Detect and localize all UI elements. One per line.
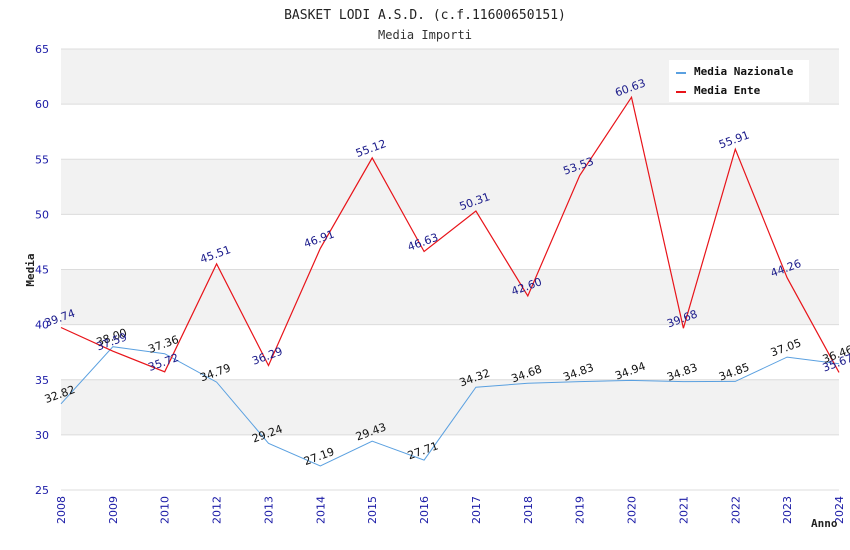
- y-tick-label: 60: [35, 98, 49, 111]
- y-tick-label: 30: [35, 429, 49, 442]
- x-tick-label: 2017: [470, 496, 483, 524]
- plot-band: [61, 379, 839, 435]
- legend-label-media-ente: Media Ente: [694, 84, 761, 97]
- chart-subtitle: Media Importi: [378, 28, 472, 42]
- x-tick-label: 2019: [574, 496, 587, 524]
- legend-box: [669, 60, 809, 102]
- x-tick-label: 2012: [211, 496, 224, 524]
- x-tick-label: 2010: [159, 496, 172, 524]
- x-tick-label: 2024: [833, 496, 846, 524]
- x-tick-label: 2018: [522, 496, 535, 524]
- y-axis-label: Media: [24, 253, 37, 286]
- y-tick-label: 35: [35, 374, 49, 387]
- x-tick-label: 2023: [781, 496, 794, 524]
- legend-label-media-nazionale: Media Nazionale: [694, 65, 794, 78]
- x-axis-ticks: 2008 2009 2010 2012 2013 2014 2015 2016 2017 2018…: [55, 496, 846, 524]
- y-tick-label: 55: [35, 153, 49, 166]
- y-tick-label: 45: [35, 264, 49, 277]
- plot-band: [61, 104, 839, 160]
- plot-band: [61, 434, 839, 490]
- series-line-media-ente: [60, 95, 840, 373]
- series-line-media-nazionale: [60, 346, 840, 467]
- x-tick-label: 2009: [107, 496, 120, 524]
- x-tick-label: 2016: [418, 496, 431, 524]
- x-tick-label: 2022: [729, 496, 742, 524]
- x-tick-label: 2021: [677, 496, 690, 524]
- x-axis-label: Anno: [811, 517, 838, 530]
- y-tick-label: 65: [35, 43, 49, 56]
- plot-band: [61, 269, 839, 325]
- y-axis-ticks: 25 30 35 40 45 50 55 60 65: [35, 43, 49, 497]
- chart-title: BASKET LODI A.S.D. (c.f.11600650151): [284, 8, 566, 23]
- gridlines: [61, 48, 839, 491]
- plot-band: [61, 324, 839, 380]
- legend: Media Nazionale Media Ente: [669, 60, 809, 102]
- x-tick-label: 2008: [55, 496, 68, 524]
- x-tick-label: 2015: [366, 496, 379, 524]
- x-tick-label: 2020: [626, 496, 639, 524]
- plot-band: [61, 159, 839, 215]
- plot-band: [61, 214, 839, 270]
- y-tick-label: 25: [35, 484, 49, 497]
- y-tick-label: 40: [35, 319, 49, 332]
- x-tick-label: 2014: [314, 496, 327, 524]
- plot-background: [61, 49, 839, 490]
- x-tick-label: 2013: [262, 496, 275, 524]
- series-layer: [60, 95, 840, 467]
- y-tick-label: 50: [35, 208, 49, 221]
